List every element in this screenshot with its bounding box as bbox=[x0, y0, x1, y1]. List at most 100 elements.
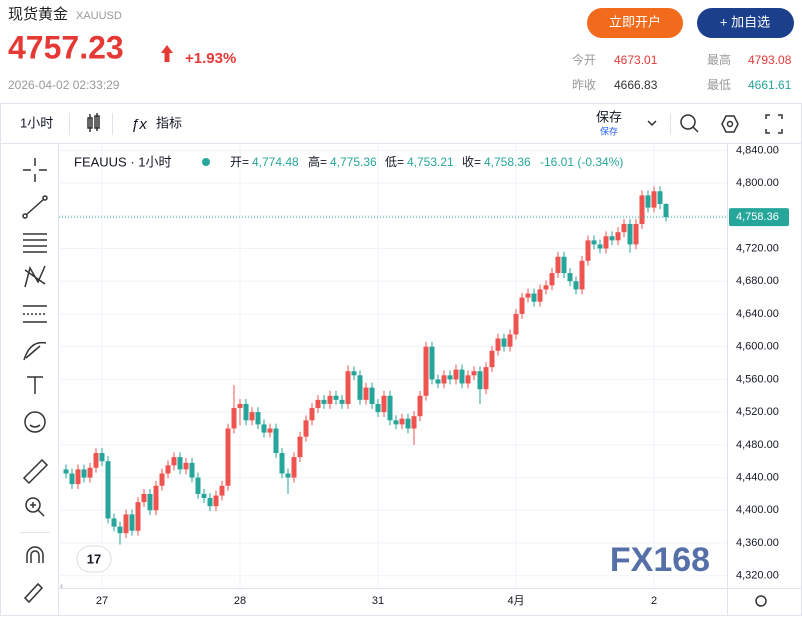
crosshair-tool[interactable] bbox=[23, 158, 47, 182]
y-tick-label: 4,480.00 bbox=[736, 439, 779, 451]
y-tick-label: 4,680.00 bbox=[736, 275, 779, 287]
candle-body bbox=[453, 369, 459, 380]
candle-body bbox=[363, 387, 369, 400]
candle-body bbox=[585, 240, 591, 261]
candle-body bbox=[63, 469, 69, 474]
candle-body bbox=[645, 195, 651, 208]
candle-body bbox=[375, 403, 381, 413]
candle-body bbox=[381, 395, 387, 413]
timestamp: 2026-04-02 02:33:29 bbox=[8, 78, 120, 92]
candle-body bbox=[147, 493, 153, 511]
candle-body bbox=[141, 493, 147, 503]
chart-frame bbox=[0, 103, 802, 616]
candle-body bbox=[417, 395, 423, 417]
alert-button[interactable] bbox=[680, 114, 699, 133]
legend-label: 收= bbox=[462, 155, 481, 169]
y-tick-label: 4,560.00 bbox=[736, 373, 779, 385]
svg-text:17: 17 bbox=[87, 551, 101, 566]
candle-body bbox=[525, 293, 531, 298]
candle-body bbox=[663, 203, 669, 218]
last-price-tag bbox=[729, 208, 789, 227]
add-watchlist-button[interactable]: + 加自选 bbox=[697, 8, 794, 38]
legend-symbol: FEAUUS · 1小时 bbox=[74, 154, 172, 169]
axis-settings[interactable] bbox=[755, 595, 767, 607]
settings-button[interactable] bbox=[721, 115, 739, 133]
open-account-button[interactable]: 立即开户 bbox=[587, 8, 683, 38]
candle-body bbox=[309, 408, 315, 421]
interval-button[interactable]: 1小时 bbox=[20, 115, 53, 130]
text-tool[interactable] bbox=[27, 376, 43, 394]
candle-body bbox=[387, 395, 393, 421]
candle-body bbox=[657, 191, 663, 204]
candle-body bbox=[165, 465, 171, 474]
collapse-handle[interactable]: ‹ bbox=[60, 580, 63, 590]
fullscreen-button[interactable] bbox=[765, 114, 783, 134]
settings-dot bbox=[726, 120, 734, 128]
ruler-tool[interactable] bbox=[22, 458, 49, 485]
channel-tool[interactable] bbox=[23, 233, 47, 253]
candle-body bbox=[603, 236, 609, 249]
candle-body bbox=[87, 467, 93, 478]
instrument-symbol: XAUUSD bbox=[76, 10, 122, 22]
candle-body bbox=[423, 346, 429, 396]
price-change: +1.93% bbox=[185, 50, 236, 67]
candle-body bbox=[207, 498, 213, 507]
indicators-button[interactable]: 指标 bbox=[156, 115, 182, 130]
legend-value: 4,774.48 bbox=[252, 155, 299, 169]
y-tick-label: 4,840.00 bbox=[736, 144, 779, 156]
pattern-tool[interactable] bbox=[24, 265, 46, 288]
stat-label: 最低 bbox=[707, 78, 731, 92]
candle-body bbox=[171, 457, 177, 466]
candle-body bbox=[357, 375, 363, 400]
candle-body bbox=[261, 424, 267, 433]
legend-label: 低= bbox=[385, 155, 404, 169]
legend-change: -16.01 (-0.34%) bbox=[540, 155, 623, 169]
candle-body bbox=[201, 493, 207, 499]
stat-value: 4673.01 bbox=[614, 53, 658, 67]
button-bg bbox=[697, 8, 794, 38]
stat-value: 4793.08 bbox=[748, 53, 792, 67]
legend-label: 开= bbox=[230, 155, 249, 169]
instrument-name: 现货黄金 bbox=[8, 6, 68, 23]
candle-body bbox=[81, 469, 87, 478]
line-tool[interactable] bbox=[22, 195, 48, 219]
candle-body bbox=[219, 485, 225, 496]
stat-value: 4666.83 bbox=[614, 78, 658, 92]
y-tick-label: 4,520.00 bbox=[736, 406, 779, 418]
magnet-tool[interactable] bbox=[26, 546, 44, 563]
zoom-tool[interactable] bbox=[25, 497, 45, 517]
candle-body bbox=[297, 436, 303, 458]
stat-label: 今开 bbox=[572, 52, 596, 67]
candle-body bbox=[633, 223, 639, 245]
legend-value: 4,758.36 bbox=[484, 155, 531, 169]
chart-type-button[interactable] bbox=[87, 113, 100, 132]
legend-value: 4,775.36 bbox=[330, 155, 377, 169]
lock-tool[interactable] bbox=[23, 582, 44, 604]
candle-body bbox=[189, 462, 195, 478]
candle-body bbox=[249, 412, 255, 421]
candle-body bbox=[393, 420, 399, 425]
candle-body bbox=[495, 338, 501, 351]
candle-body bbox=[627, 223, 633, 245]
fib-tool[interactable] bbox=[23, 305, 47, 323]
save-button[interactable]: 保存 bbox=[596, 109, 622, 124]
candle-body bbox=[621, 223, 627, 233]
candle-body bbox=[507, 334, 513, 347]
candle-body bbox=[237, 403, 243, 409]
candle-body bbox=[177, 457, 183, 470]
candle-body bbox=[159, 473, 165, 486]
brush-tool[interactable] bbox=[23, 341, 47, 361]
candle-body bbox=[195, 477, 201, 494]
candle-body bbox=[609, 236, 615, 241]
price: 4757.23 bbox=[8, 29, 124, 65]
save-dropdown[interactable] bbox=[647, 120, 657, 127]
emoji-tool[interactable] bbox=[24, 411, 46, 433]
candle-body bbox=[405, 418, 411, 429]
candle-body bbox=[111, 518, 117, 527]
candle-body bbox=[465, 375, 471, 384]
legend-label: 高= bbox=[308, 154, 327, 169]
candle-body bbox=[231, 408, 237, 429]
candle-body bbox=[351, 371, 357, 376]
candle-body bbox=[543, 285, 549, 290]
